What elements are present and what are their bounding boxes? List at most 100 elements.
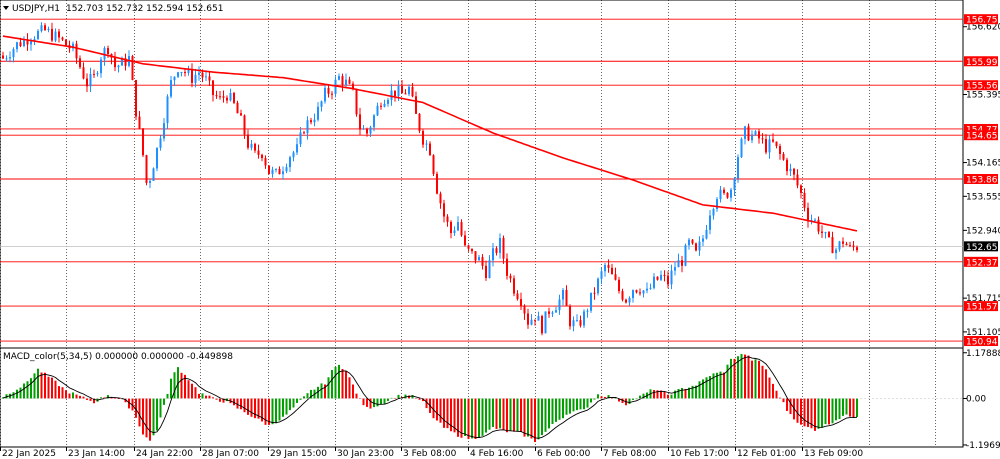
candle [282,166,284,180]
svg-text:152.651: 152.651 [966,243,1000,253]
candle [334,76,337,98]
ohlc-label: 152.703 152.732 152.594 152.651 [66,4,223,14]
macd-bar [618,398,620,402]
macd-bar [194,387,197,399]
symbol-label: USDJPY,H1 [12,4,60,14]
candle [229,88,232,102]
price-tick-label: 155.395 [966,91,1000,101]
macd-bar [54,380,57,399]
macd-bar [191,383,193,399]
dropdown-triangle-icon[interactable] [3,6,9,10]
macd-bar [33,373,36,399]
candle [450,220,452,239]
svg-text:155.996: 155.996 [966,58,1000,68]
candle [712,207,715,220]
candle [23,36,25,48]
macd-signal-line [2,356,858,439]
macd-bar [334,366,337,399]
candle [236,100,239,114]
candle [852,240,855,251]
macd-bar [100,397,102,399]
candle [453,226,456,236]
macd-bar [583,398,585,410]
candle [429,141,431,156]
candle [58,28,60,43]
candle [159,135,162,151]
macd-bar [807,398,809,427]
candle [474,251,477,264]
candle [793,167,795,181]
candle [37,29,39,41]
macd-bar [173,372,176,399]
macd-bar [247,398,249,415]
candle [313,113,316,127]
macd-bar [628,398,631,404]
candle [488,255,491,279]
macd-bar [163,398,165,405]
macd-bar [341,368,344,399]
macd-bar [261,398,263,422]
candle [656,276,659,281]
macd-bar [89,398,92,401]
candle [492,242,494,267]
macd-bar [576,398,578,411]
candle [835,247,837,260]
macd-bar [663,391,666,399]
macd-bar [439,398,442,423]
candle [730,187,732,202]
candle [404,89,407,95]
macd-bar [856,398,858,418]
macd-bar [138,398,141,427]
macd-bar [506,398,508,433]
candle [296,137,298,155]
candle [222,90,225,103]
candle [324,83,326,104]
svg-text:151.571: 151.571 [966,303,1000,313]
macd-bar [730,358,732,399]
candle [303,130,305,135]
candle [506,253,508,280]
macd-bar [79,395,81,399]
macd-bar [23,383,25,399]
time-tick-label: 12 Feb 01:00 [737,449,796,459]
candle [796,169,799,189]
macd-bar [310,389,312,399]
candle [569,304,571,330]
macd-bar [471,398,473,439]
plot-frame [0,0,964,448]
candle [79,55,81,70]
candle [740,137,743,159]
candle [527,308,529,329]
macd-bar [303,396,305,399]
macd-bar [632,398,634,400]
macd-bar [768,377,771,399]
candle [541,314,543,336]
price-tick-label: 154.165 [966,159,1000,169]
candle [597,277,599,296]
candle [82,62,85,80]
macd-bar [705,377,708,399]
candle [457,216,459,232]
macd-bar [460,398,463,438]
candle [142,128,144,158]
candle [135,79,137,121]
macd-bar [114,398,116,399]
svg-text:156.756: 156.756 [966,16,1000,26]
candle [803,188,806,212]
candle [520,292,522,310]
macd-bar [796,398,799,423]
macd-bar [285,398,288,415]
macd-bar [586,398,589,408]
candle [537,311,540,321]
candle [509,273,512,283]
macd-bar [107,395,109,399]
macd-header-label: MACD_color(5,34,5) 0.000000 0.000000 -0.… [3,352,233,362]
macd-bar [775,390,778,399]
candle [558,294,561,315]
candle [408,84,410,97]
time-tick-label: 29 Jan 15:00 [270,449,327,459]
macd-bar [317,386,319,399]
macd-bar [383,398,386,404]
macd-bar [565,398,568,415]
